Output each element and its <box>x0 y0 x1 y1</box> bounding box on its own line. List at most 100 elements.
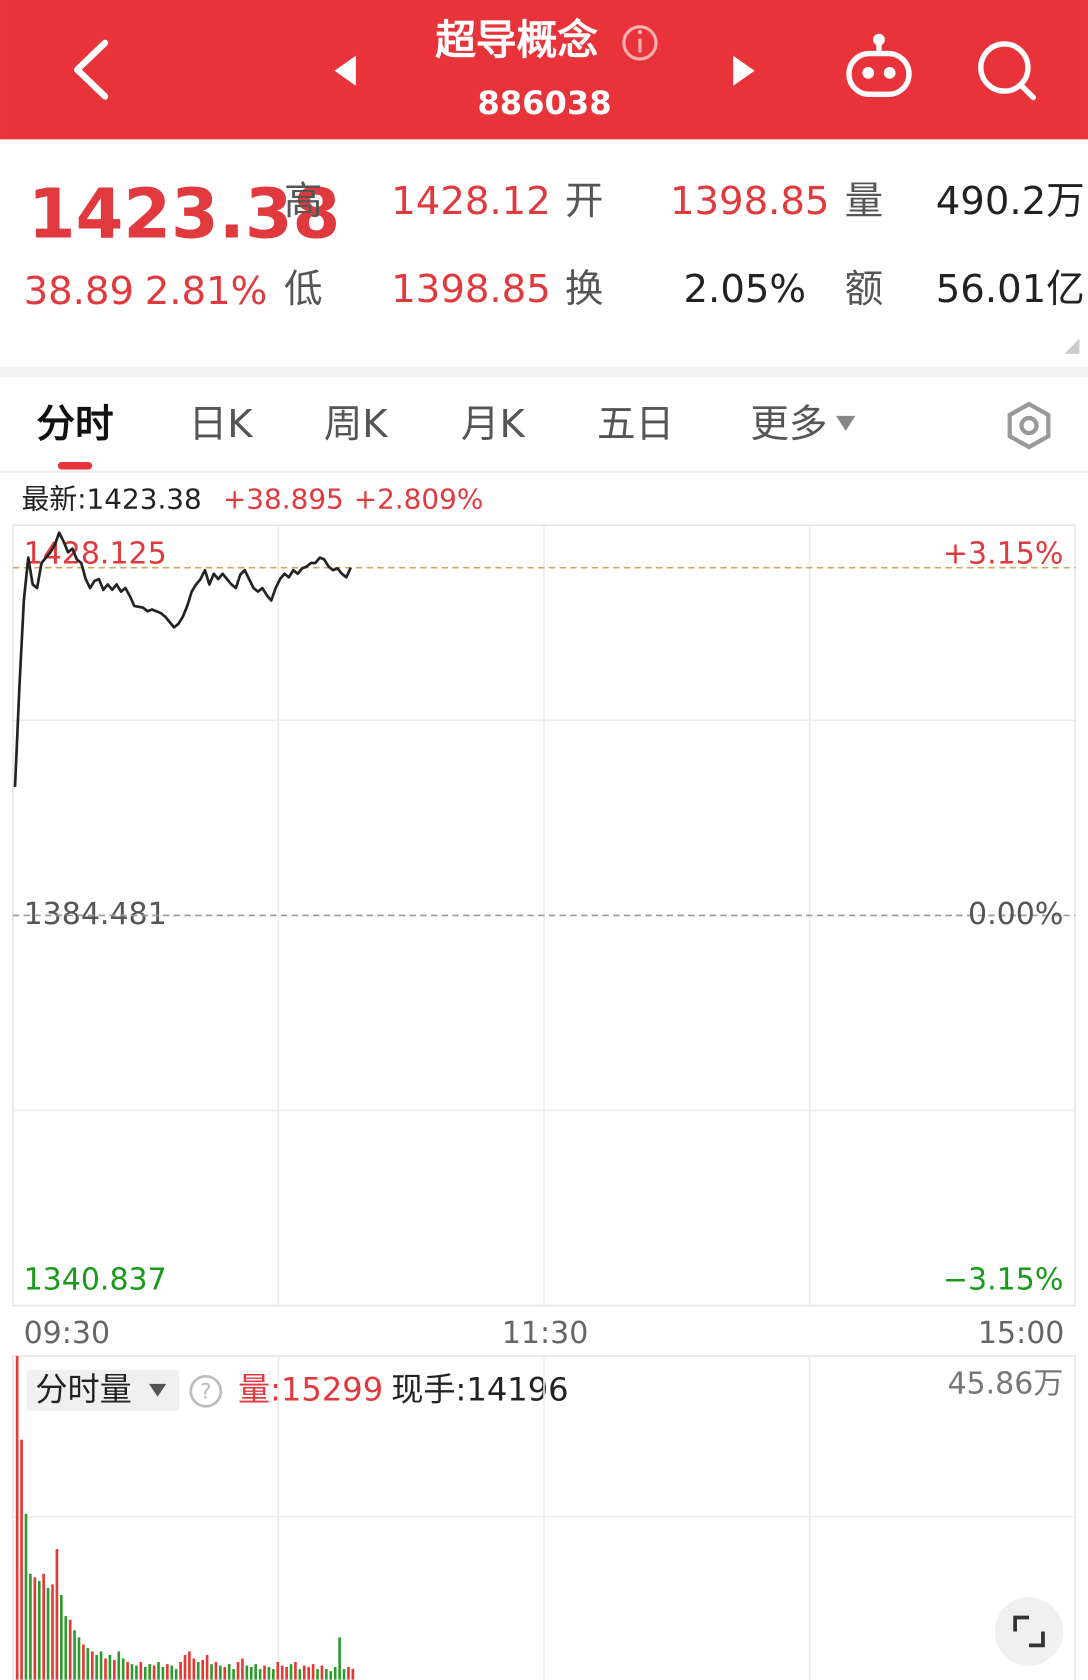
settings-button[interactable] <box>1007 401 1051 450</box>
volume-bar <box>272 1669 275 1680</box>
volume-bar <box>130 1664 134 1680</box>
tab[interactable]: 周K <box>324 402 390 447</box>
volume-bar <box>302 1665 306 1680</box>
volume-bar <box>51 1584 54 1680</box>
volume-bar <box>338 1637 341 1680</box>
price-line <box>13 531 352 788</box>
stat-label: 量 <box>845 179 884 224</box>
volume-bar <box>152 1665 156 1680</box>
next-button[interactable] <box>733 55 755 86</box>
volume-bar <box>179 1662 182 1680</box>
volume-bar <box>143 1666 147 1680</box>
volume-bar <box>276 1662 280 1680</box>
y2-tick-label: 0.00% <box>968 897 1063 932</box>
volume-bar <box>126 1662 129 1680</box>
volume-bar <box>33 1577 37 1680</box>
volume-bar <box>46 1587 50 1680</box>
tab[interactable]: 更多 <box>750 402 827 447</box>
y-tick-label: 45.86万 <box>947 1366 1063 1401</box>
volume-bar <box>258 1669 262 1680</box>
volume-bar <box>166 1664 169 1680</box>
more-arrow[interactable] <box>836 415 856 431</box>
stat-value: 2.05% <box>684 267 807 312</box>
stat-label: 高 <box>284 179 323 224</box>
volume-bar <box>170 1665 174 1680</box>
volume-bar <box>236 1662 240 1680</box>
volume-bar <box>192 1658 196 1680</box>
tab[interactable]: 月K <box>461 402 527 447</box>
stat-value: 1398.85 <box>670 179 830 224</box>
prev-button[interactable] <box>334 55 356 86</box>
volume-bar <box>205 1654 209 1680</box>
selector-arrow <box>149 1383 167 1397</box>
volume-bar <box>157 1662 160 1680</box>
header-code: 886038 <box>477 84 611 122</box>
volume-bar <box>90 1651 94 1680</box>
volume-bar <box>29 1573 32 1680</box>
tab[interactable]: 五日 <box>597 402 674 447</box>
stat-label: 开 <box>565 179 604 224</box>
volume-bar <box>24 1513 28 1680</box>
volume-bar <box>20 1439 23 1680</box>
separator <box>0 366 1088 378</box>
volume-bar <box>121 1658 125 1680</box>
volume-bar <box>135 1665 138 1680</box>
stat-value: 490.2万 <box>936 179 1085 224</box>
search-button[interactable] <box>978 41 1037 101</box>
stat-value: 1398.85 <box>391 267 551 312</box>
hand-value: 14196 <box>466 1370 568 1408</box>
volume-bar <box>99 1651 103 1680</box>
volume-bar <box>108 1654 112 1680</box>
volume-bar <box>241 1658 244 1680</box>
volume-bar <box>73 1630 76 1680</box>
back-button[interactable] <box>73 39 109 100</box>
volume-bar <box>104 1658 107 1680</box>
y-tick-label: 1384.481 <box>24 897 167 932</box>
quote-change: 38.89 <box>24 269 134 314</box>
volume-bar <box>148 1664 151 1680</box>
volume-bar <box>249 1666 253 1680</box>
volume-bar <box>289 1664 293 1680</box>
volume-selector-label: 分时量 <box>35 1370 131 1408</box>
stat-label: 低 <box>284 267 323 312</box>
expand-corner[interactable] <box>1064 338 1080 354</box>
tab-indicator <box>57 461 93 470</box>
volume-bar <box>37 1580 41 1680</box>
volume-bar <box>214 1662 218 1680</box>
volume-bar <box>245 1665 249 1680</box>
latest-change: +38.895 <box>223 483 344 516</box>
volume-bar <box>82 1644 85 1680</box>
volume-bar <box>117 1651 121 1680</box>
header-title: 超导概念 <box>435 16 598 64</box>
svg-text:?: ? <box>200 1379 211 1404</box>
volume-bar <box>351 1668 355 1680</box>
y-tick-label: 1340.837 <box>24 1262 167 1297</box>
quote-price: 1423.38 <box>28 175 340 255</box>
quote-pct: 2.81% <box>145 269 268 314</box>
x-tick-label: 15:00 <box>978 1316 1064 1351</box>
latest-value: 1423.38 <box>87 483 202 516</box>
volume-bar <box>174 1669 178 1680</box>
volume-bar <box>294 1662 297 1680</box>
fullscreen-button[interactable] <box>994 1597 1064 1666</box>
volume-bar <box>316 1669 319 1680</box>
stat-value: 56.01亿 <box>936 267 1085 312</box>
volume-bar <box>347 1666 350 1680</box>
tab[interactable]: 分时 <box>36 402 113 447</box>
volume-bar <box>285 1666 288 1680</box>
volume-bar <box>342 1669 346 1680</box>
volume-bar <box>201 1659 205 1680</box>
hand-label: 现手: <box>391 1370 466 1408</box>
robot-button[interactable] <box>846 33 912 98</box>
volume-bar <box>196 1662 200 1680</box>
tab[interactable]: 日K <box>189 402 255 447</box>
info-icon[interactable] <box>622 25 658 61</box>
volume-bar <box>307 1666 311 1680</box>
volume-bar <box>280 1665 284 1680</box>
volume-bar <box>267 1666 271 1680</box>
volume-bar <box>68 1619 72 1680</box>
volume-bar <box>161 1666 165 1680</box>
volume-bar <box>60 1594 63 1680</box>
help-icon[interactable]: ? <box>189 1374 223 1408</box>
volume-bar <box>219 1665 222 1680</box>
